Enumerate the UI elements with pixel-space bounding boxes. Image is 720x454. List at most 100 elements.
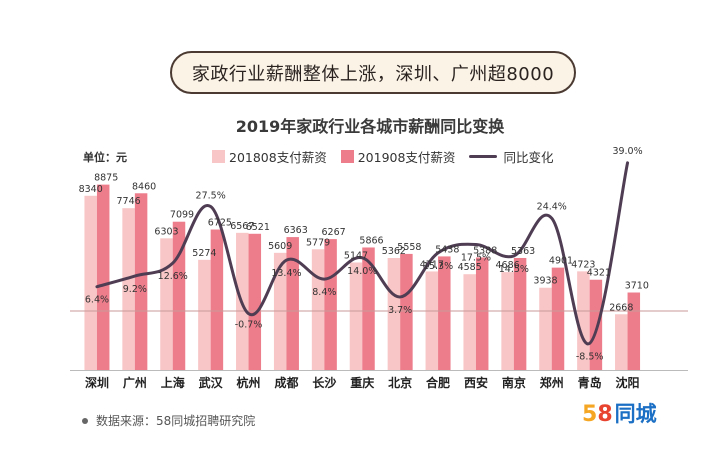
yoy-label-14: 39.0% [612,146,642,157]
value-label-2019-7: 5866 [359,235,383,246]
value-label-2018-2: 6303 [154,226,178,237]
value-label-2019-10: 5388 [473,245,497,256]
yoy-label-2: 12.6% [158,271,188,282]
value-label-2018-11: 4686 [496,260,520,271]
bar-2018-6 [311,249,325,370]
value-label-2018-5: 5609 [268,241,292,252]
value-label-2018-4: 6567 [230,221,254,232]
headline-banner: 家政行业薪酬整体上涨，深圳、广州超8000 [170,51,576,94]
headline-text: 家政行业薪酬整体上涨，深圳、广州超8000 [191,63,555,85]
value-label-2019-1: 8460 [132,181,156,192]
legend-item-2019: 201908支付薪资 [340,147,456,166]
value-label-2018-14: 2668 [609,302,633,313]
bar-2019-12 [551,267,565,370]
bar-2019-1 [134,193,148,370]
legend: 201808支付薪资 201908支付薪资 同比变化 [212,147,567,166]
bar-2018-13 [577,271,590,370]
bar-2018-8 [387,257,401,370]
legend-swatch-2018 [212,150,225,163]
yoy-line [95,161,630,345]
category-label-2: 上海 [161,375,185,390]
brand-logo: 5 8 同城 [582,398,657,428]
logo-digit-5: 5 [582,402,598,427]
chart-title: 2019年家政行业各城市薪酬同比变换 [235,117,505,136]
yoy-label-13: -8.5% [576,351,604,362]
category-label-13: 青岛 [578,375,602,390]
category-label-12: 郑州 [540,375,564,390]
legend-label-2019: 201908支付薪资 [357,150,456,165]
bar-2019-10 [475,257,489,370]
yoy-label-3: 27.5% [196,191,226,202]
category-label-11: 南京 [502,375,526,390]
bar-2018-11 [501,272,514,370]
value-label-2019-3: 6725 [208,218,232,229]
yoy-label-5: 13.4% [271,268,301,279]
bar-2019-6 [324,239,337,370]
value-label-2018-9: 4717 [420,259,444,270]
bar-2018-10 [463,274,476,370]
value-label-2019-0: 8875 [94,173,118,184]
legend-item-2018: 201808支付薪资 [212,147,327,166]
yoy-label-4: -0.7% [235,320,263,331]
value-label-2019-13: 4321 [587,268,611,279]
value-label-2019-6: 6267 [322,227,346,238]
yoy-label-10: 17.5% [461,253,491,264]
bar-2019-3 [210,229,224,370]
bullet-icon [82,417,88,424]
legend-label-yoy: 同比变化 [503,150,554,165]
value-label-2019-11: 5363 [511,246,535,257]
bar-2018-3 [198,259,211,370]
category-label-1: 广州 [123,375,147,390]
source-text: 数据来源：58同城招聘研究院 [96,414,256,428]
value-label-2019-12: 4901 [549,256,573,267]
category-label-6: 长沙 [312,375,336,390]
value-label-2018-13: 4723 [571,259,595,270]
bar-2019-14 [627,292,641,370]
value-label-2019-9: 5438 [435,244,459,255]
source-note: 数据来源：58同城招聘研究院 [82,412,255,429]
bar-2019-8 [400,253,413,370]
category-label-10: 西安 [464,375,488,390]
value-label-2019-2: 7099 [170,210,194,221]
legend-swatch-2019 [340,150,354,163]
yoy-label-12: 24.4% [537,201,567,212]
unit-label: 单位：元 [83,151,127,164]
category-label-9: 合肥 [426,375,450,390]
category-label-3: 武汉 [199,375,224,390]
bar-2018-14 [615,314,628,370]
value-label-2019-14: 3710 [625,281,649,292]
value-label-2018-6: 5779 [306,237,330,248]
bar-2019-13 [589,279,603,370]
yoy-label-1: 9.2% [123,284,147,295]
category-label-14: 沈阳 [616,375,640,390]
bar-2019-5 [286,237,299,370]
legend-label-2018: 201808支付薪资 [229,150,327,165]
category-label-7: 重庆 [350,375,374,390]
value-label-2018-7: 5147 [344,250,368,261]
category-label-0: 深圳 [85,375,109,390]
bar-2018-1 [122,208,135,370]
yoy-label-0: 6.4% [85,295,109,306]
bar-2019-9 [438,256,451,370]
value-label-2018-8: 5362 [382,246,406,257]
logo-text: 同城 [614,402,657,426]
category-label-8: 北京 [388,375,412,390]
bar-2018-9 [425,271,439,370]
yoy-label-8: 3.7% [388,305,412,316]
bar-2019-4 [248,233,262,370]
bar-2018-2 [160,238,173,370]
bar-2019-0 [96,184,110,370]
logo-digit-8: 8 [597,402,613,427]
bar-2019-11 [513,257,527,370]
value-label-2018-1: 7746 [117,196,141,207]
value-label-2019-8: 5558 [397,242,421,253]
value-label-2018-12: 3938 [533,276,557,287]
category-label-4: 杭州 [237,375,261,390]
bar-2018-0 [84,195,97,370]
value-label-2019-5: 6363 [284,225,308,236]
bar-2019-7 [362,247,375,370]
yoy-label-11: 14.5% [499,264,529,275]
yoy-label-6: 8.4% [312,287,336,298]
value-label-2019-4: 6521 [246,222,270,233]
